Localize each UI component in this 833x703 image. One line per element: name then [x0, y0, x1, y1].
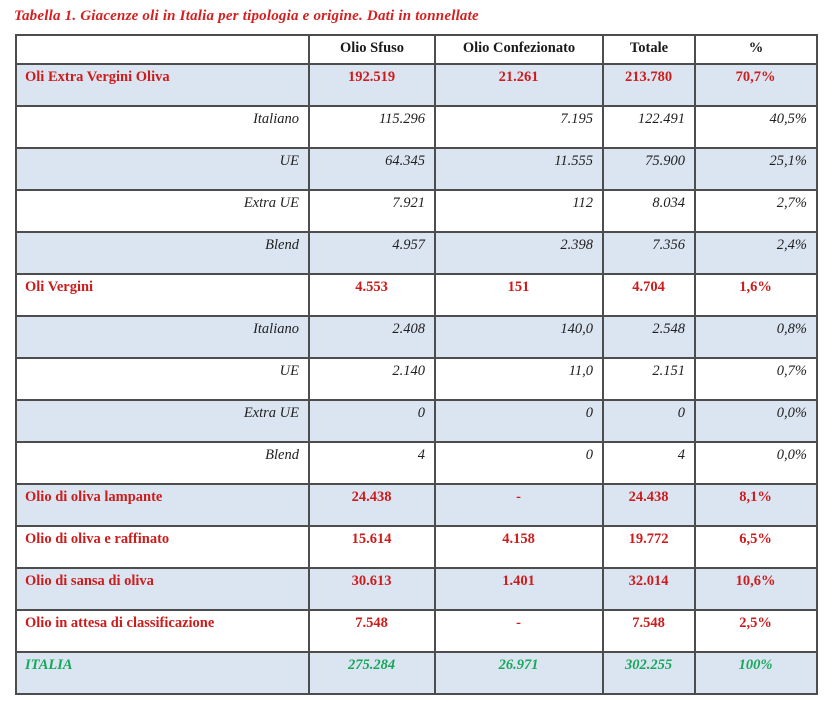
cell-totale: 24.438: [602, 483, 696, 527]
cell-totale: 302.255: [602, 651, 696, 695]
cell-olio-confezionato: 112: [434, 189, 604, 233]
row-label: UE: [15, 147, 310, 191]
cell-olio-confezionato: 7.195: [434, 105, 604, 149]
cell-olio-sfuso: 2.408: [308, 315, 436, 359]
row-label: ITALIA: [15, 651, 310, 695]
table-row: ITALIA 275.284 26.971 302.255 100%: [15, 651, 818, 695]
cell-olio-sfuso: 2.140: [308, 357, 436, 401]
cell-totale: 7.356: [602, 231, 696, 275]
cell-olio-sfuso: 4: [308, 441, 436, 485]
table-row: Extra UE 7.921 112 8.034 2,7%: [15, 189, 818, 233]
row-label: Olio di oliva e raffinato: [15, 525, 310, 569]
table-row: Olio di oliva e raffinato 15.614 4.158 19.7…: [15, 525, 818, 569]
giacenze-oli-table: Olio Sfuso Olio Confezionato Totale % Ol…: [15, 34, 818, 695]
column-header-empty: [15, 34, 310, 65]
cell-percent: 0,0%: [694, 399, 818, 443]
table-row: Oli Vergini 4.553 151 4.704 1,6%: [15, 273, 818, 317]
row-label: Oli Extra Vergini Oliva: [15, 63, 310, 107]
cell-totale: 4: [602, 441, 696, 485]
cell-percent: 70,7%: [694, 63, 818, 107]
cell-olio-confezionato: -: [434, 609, 604, 653]
cell-percent: 2,5%: [694, 609, 818, 653]
row-label: Blend: [15, 231, 310, 275]
cell-percent: 6,5%: [694, 525, 818, 569]
cell-totale: 19.772: [602, 525, 696, 569]
cell-olio-confezionato: 21.261: [434, 63, 604, 107]
cell-percent: 2,7%: [694, 189, 818, 233]
cell-olio-sfuso: 30.613: [308, 567, 436, 611]
table-row: Extra UE 0 0 0 0,0%: [15, 399, 818, 443]
header-row: Olio Sfuso Olio Confezionato Totale %: [15, 34, 818, 65]
column-header-percent: %: [694, 34, 818, 65]
cell-olio-sfuso: 24.438: [308, 483, 436, 527]
cell-olio-sfuso: 192.519: [308, 63, 436, 107]
cell-olio-confezionato: 26.971: [434, 651, 604, 695]
cell-olio-sfuso: 4.553: [308, 273, 436, 317]
cell-percent: 0,7%: [694, 357, 818, 401]
cell-olio-confezionato: 2.398: [434, 231, 604, 275]
cell-percent: 2,4%: [694, 231, 818, 275]
column-header-totale: Totale: [602, 34, 696, 65]
cell-totale: 32.014: [602, 567, 696, 611]
row-label: Extra UE: [15, 189, 310, 233]
cell-olio-confezionato: 4.158: [434, 525, 604, 569]
cell-totale: 2.548: [602, 315, 696, 359]
cell-olio-confezionato: 0: [434, 441, 604, 485]
cell-olio-confezionato: 151: [434, 273, 604, 317]
row-label: Italiano: [15, 105, 310, 149]
table-row: Italiano 2.408 140,0 2.548 0,8%: [15, 315, 818, 359]
cell-percent: 0,8%: [694, 315, 818, 359]
cell-totale: 4.704: [602, 273, 696, 317]
cell-totale: 8.034: [602, 189, 696, 233]
row-label: UE: [15, 357, 310, 401]
table-caption: Tabella 1. Giacenze oli in Italia per ti…: [14, 8, 479, 24]
table-row: UE 64.345 11.555 75.900 25,1%: [15, 147, 818, 191]
cell-olio-confezionato: 11.555: [434, 147, 604, 191]
cell-totale: 75.900: [602, 147, 696, 191]
cell-percent: 10,6%: [694, 567, 818, 611]
table-row: Blend 4.957 2.398 7.356 2,4%: [15, 231, 818, 275]
column-header-olio-sfuso: Olio Sfuso: [308, 34, 436, 65]
row-label: Blend: [15, 441, 310, 485]
table-row: Blend 4 0 4 0,0%: [15, 441, 818, 485]
cell-olio-confezionato: -: [434, 483, 604, 527]
cell-totale: 213.780: [602, 63, 696, 107]
table-row: Olio di oliva lampante 24.438-24.438 8,1%: [15, 483, 818, 527]
cell-percent: 0,0%: [694, 441, 818, 485]
row-label: Olio in attesa di classificazione: [15, 609, 310, 653]
cell-totale: 2.151: [602, 357, 696, 401]
row-label: Oli Vergini: [15, 273, 310, 317]
cell-totale: 7.548: [602, 609, 696, 653]
row-label: Olio di sansa di oliva: [15, 567, 310, 611]
cell-olio-confezionato: 11,0: [434, 357, 604, 401]
cell-olio-sfuso: 115.296: [308, 105, 436, 149]
cell-olio-confezionato: 0: [434, 399, 604, 443]
cell-olio-sfuso: 64.345: [308, 147, 436, 191]
table-row: Italiano 115.296 7.195 122.491 40,5%: [15, 105, 818, 149]
cell-olio-sfuso: 7.548: [308, 609, 436, 653]
row-label: Extra UE: [15, 399, 310, 443]
cell-percent: 40,5%: [694, 105, 818, 149]
table-row: Olio in attesa di classificazione 7.548-7…: [15, 609, 818, 653]
row-label: Olio di oliva lampante: [15, 483, 310, 527]
cell-olio-sfuso: 4.957: [308, 231, 436, 275]
cell-olio-sfuso: 275.284: [308, 651, 436, 695]
table-row: Oli Extra Vergini Oliva 192.519 21.261 213.…: [15, 63, 818, 107]
table-row: UE 2.140 11,0 2.151 0,7%: [15, 357, 818, 401]
cell-percent: 25,1%: [694, 147, 818, 191]
cell-olio-sfuso: 0: [308, 399, 436, 443]
column-header-olio-confezionato: Olio Confezionato: [434, 34, 604, 65]
cell-olio-sfuso: 15.614: [308, 525, 436, 569]
cell-totale: 122.491: [602, 105, 696, 149]
cell-olio-sfuso: 7.921: [308, 189, 436, 233]
cell-olio-confezionato: 140,0: [434, 315, 604, 359]
cell-totale: 0: [602, 399, 696, 443]
cell-percent: 1,6%: [694, 273, 818, 317]
cell-olio-confezionato: 1.401: [434, 567, 604, 611]
cell-percent: 8,1%: [694, 483, 818, 527]
row-label: Italiano: [15, 315, 310, 359]
cell-percent: 100%: [694, 651, 818, 695]
table-row: Olio di sansa di oliva 30.613 1.401 32.014 1…: [15, 567, 818, 611]
